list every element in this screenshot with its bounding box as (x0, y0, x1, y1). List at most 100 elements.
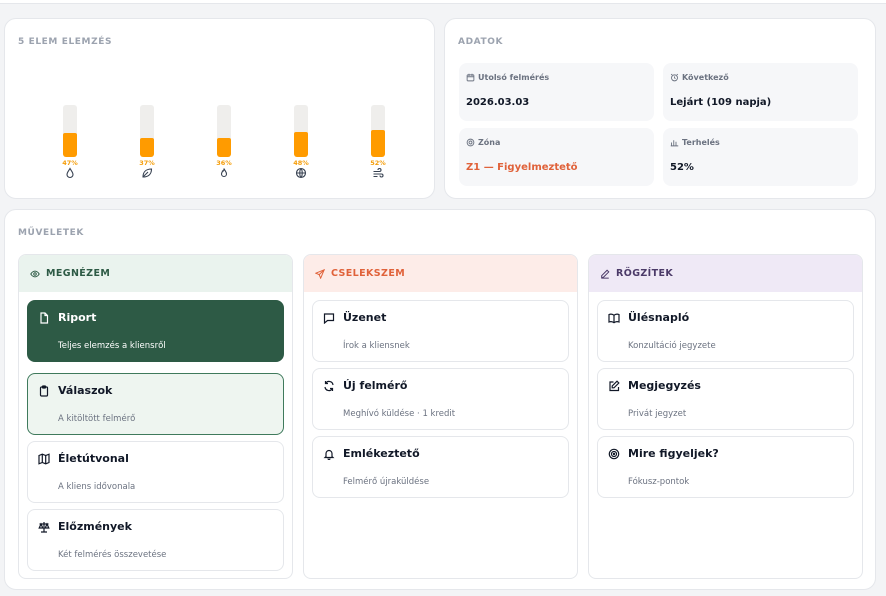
action-title: Megjegyzés (628, 379, 701, 392)
tile-next: Következő Lejárt (109 napja) (663, 63, 858, 121)
element-analysis-title: 5 ELEM ELEMZÉS (18, 37, 113, 47)
bar-value-label: 47% (62, 159, 78, 167)
action-answers[interactable]: Válaszok A kitöltött felmérő (27, 373, 284, 435)
action-subtitle: Írok a kliensnek (343, 341, 410, 351)
top-bar (0, 0, 886, 4)
action-title: Ülésnapló (628, 311, 690, 324)
bar-value-label: 36% (216, 159, 232, 167)
globe-icon (295, 167, 307, 179)
action-session-log[interactable]: Ülésnapló Konzultáció jegyzete (597, 300, 854, 362)
column-act-title: CSELEKSZEM (331, 268, 406, 279)
action-subtitle: A kitöltött felmérő (58, 414, 136, 424)
document-icon (40, 311, 49, 324)
column-act: CSELEKSZEM Üzenet Írok a kliensnek Új fe… (303, 254, 578, 579)
data-title: ADATOK (458, 37, 504, 47)
tile-load: Terhelés 52% (663, 128, 858, 186)
bar-track (294, 105, 308, 157)
action-report[interactable]: Riport Teljes elemzés a kliensről (27, 300, 284, 362)
wind-icon (373, 167, 384, 178)
tile-value: 2026.03.03 (466, 97, 530, 108)
bar (371, 130, 385, 157)
action-title: Életútvonal (58, 452, 129, 465)
action-title: Előzmények (58, 520, 132, 533)
action-subtitle: Fókusz-pontok (628, 477, 690, 487)
action-subtitle: Privát jegyzet (628, 409, 687, 419)
tile-label: Zóna (478, 138, 501, 147)
action-new-survey[interactable]: Új felmérő Meghívó küldése · 1 kredit (312, 368, 569, 430)
send-icon (315, 268, 325, 279)
tile-label: Terhelés (682, 138, 720, 147)
action-subtitle: Két felmérés összevetése (58, 550, 167, 560)
column-record: RÖGZÍTEK Ülésnapló Konzultáció jegyzete … (588, 254, 863, 579)
column-view-header: MEGNÉZEM (19, 255, 292, 292)
action-subtitle: A kliens idővonala (58, 482, 136, 492)
bar-column: 48% (283, 103, 319, 193)
bar-column: 52% (360, 103, 396, 193)
column-view-title: MEGNÉZEM (46, 268, 111, 279)
tile-value: Lejárt (109 napja) (670, 97, 772, 108)
column-view: MEGNÉZEM Riport Teljes elemzés a kliensr… (18, 254, 293, 579)
tile-last-assessment: Utolsó felmérés 2026.03.03 (459, 63, 654, 121)
column-act-header: CSELEKSZEM (304, 255, 577, 292)
tile-zone: Zóna Z1 — Figyelmeztető (459, 128, 654, 186)
focus-icon (608, 448, 620, 459)
action-reminder[interactable]: Emlékeztető Felmérő újraküldése (312, 436, 569, 498)
target-icon (466, 138, 475, 147)
action-title: Új felmérő (343, 379, 408, 392)
bar (63, 133, 77, 157)
action-subtitle: Felmérő újraküldése (343, 477, 430, 487)
eye-icon (30, 270, 40, 277)
pencil-icon (601, 269, 610, 279)
column-record-header: RÖGZÍTEK (589, 255, 862, 292)
alarm-clock-icon (670, 73, 679, 82)
bar-track (140, 105, 154, 157)
action-title: Mire figyeljek? (628, 447, 719, 460)
action-title: Üzenet (343, 311, 387, 324)
action-title: Válaszok (58, 384, 113, 397)
tile-value: Z1 — Figyelmeztető (466, 162, 578, 173)
bar-column: 37% (129, 103, 165, 193)
bell-icon (323, 449, 335, 460)
book-icon (608, 312, 620, 323)
action-lifepath[interactable]: Életútvonal A kliens idővonala (27, 441, 284, 503)
bar-value-label: 52% (370, 159, 386, 167)
bar-track (217, 105, 231, 157)
bar-value-label: 48% (293, 159, 309, 167)
action-history[interactable]: Előzmények Két felmérés összevetése (27, 509, 284, 571)
scale-icon (38, 521, 50, 533)
action-title: Emlékeztető (343, 447, 420, 460)
bar-value-label: 37% (139, 159, 155, 167)
action-subtitle: Teljes elemzés a kliensről (58, 341, 166, 351)
clipboard-icon (39, 384, 49, 397)
action-focus[interactable]: Mire figyeljek? Fókusz-pontok (597, 436, 854, 498)
action-subtitle: Konzultáció jegyzete (628, 341, 716, 351)
bar-track (371, 105, 385, 157)
bar (140, 138, 154, 157)
refresh-icon (324, 380, 334, 391)
map-icon (38, 452, 50, 465)
tile-label: Következő (682, 73, 729, 82)
action-note[interactable]: Megjegyzés Privát jegyzet (597, 368, 854, 430)
flame-icon (220, 168, 228, 178)
action-title: Riport (58, 311, 97, 324)
operations-title: MŰVELETEK (18, 228, 84, 238)
bar-column: 36% (206, 103, 242, 193)
message-icon (323, 312, 335, 324)
bar-track (63, 105, 77, 157)
leaf-icon (142, 168, 153, 178)
tile-value: 52% (670, 162, 694, 173)
bar-chart-icon (670, 140, 679, 147)
water-drop-icon (66, 167, 74, 178)
tile-label: Utolsó felmérés (478, 73, 550, 82)
element-analysis-card: 5 ELEM ELEMZÉS 47% 37% 36% 48% 52% (4, 18, 435, 199)
action-message[interactable]: Üzenet Írok a kliensnek (312, 300, 569, 362)
bar (217, 138, 231, 157)
edit-icon (609, 379, 620, 391)
calendar-icon (466, 73, 475, 82)
data-card: ADATOK Utolsó felmérés 2026.03.03 Követk… (444, 18, 876, 199)
bar (294, 132, 308, 157)
operations-card: MŰVELETEK MEGNÉZEM Riport Teljes elemzés… (4, 209, 876, 590)
bar-column: 47% (52, 103, 88, 193)
column-record-title: RÖGZÍTEK (616, 268, 674, 279)
action-subtitle: Meghívó küldése · 1 kredit (343, 409, 456, 419)
